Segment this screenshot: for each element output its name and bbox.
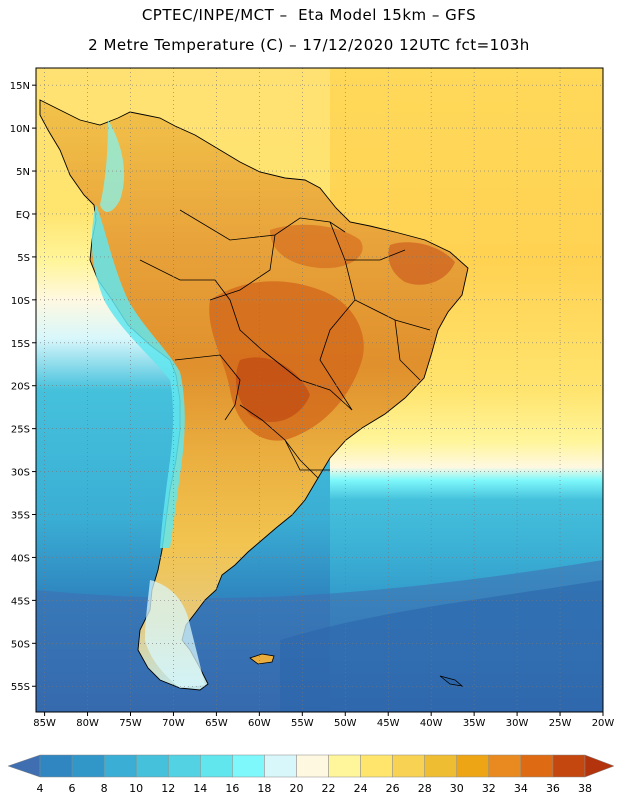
colorbar-swatch	[360, 754, 393, 778]
lon-label: 60W	[248, 718, 271, 729]
colorbar-swatch	[296, 754, 329, 778]
patagonia-cool	[145, 580, 205, 688]
lat-label: 15S	[11, 339, 30, 350]
colorbar-swatch	[488, 754, 522, 778]
colorbar-label: 14	[193, 782, 207, 795]
colorbar-label: 36	[546, 782, 560, 795]
south-georgia	[439, 675, 464, 687]
lon-label: 75W	[119, 718, 142, 729]
colorbar-label: 30	[450, 782, 464, 795]
colorbar-swatch	[520, 754, 554, 778]
colorbar-label: 6	[69, 782, 76, 795]
colorbar-swatch	[103, 754, 137, 778]
lon-label: 70W	[162, 718, 185, 729]
colorbar-swatch	[167, 754, 201, 778]
colorbar-low-arrow	[7, 754, 41, 778]
colorbar-label: 16	[225, 782, 239, 795]
longitude-labels: 85W 80W 75W 70W 65W 60W 55W 50W 45W 40W 35W 30W 25W 2…	[33, 718, 614, 729]
axis-ticks	[32, 84, 604, 716]
colorbar-swatch	[232, 754, 265, 778]
colorbar-swatch	[135, 754, 169, 778]
colorbar-swatch	[39, 754, 73, 778]
lon-label: 55W	[291, 718, 314, 729]
colorbar-label: 12	[161, 782, 175, 795]
colorbar-label: 28	[418, 782, 432, 795]
colorbar-swatch	[264, 754, 297, 778]
lat-label: 55S	[11, 682, 30, 693]
colorbar-label: 10	[129, 782, 143, 795]
map-field	[36, 68, 603, 712]
graticule	[36, 68, 604, 712]
colorbar-label: 34	[514, 782, 528, 795]
lon-label: 25W	[549, 718, 572, 729]
hot-core-central	[209, 281, 364, 441]
lat-label: 10S	[11, 296, 30, 307]
latitude-labels: 15N 10N 5N EQ 5S 10S 15S 20S 25S 30S 35S 40S 45S 50S 5…	[10, 81, 30, 693]
lon-label: 85W	[33, 718, 56, 729]
lon-label: 35W	[463, 718, 486, 729]
lat-label: 20S	[11, 382, 30, 393]
colorbar-label: 20	[289, 782, 303, 795]
colorbar-swatch	[200, 754, 233, 778]
lon-label: 50W	[334, 718, 357, 729]
andes-cold-band	[91, 205, 185, 548]
map-title-line-2: 2 Metre Temperature (C) – 17/12/2020 12U…	[88, 36, 530, 54]
lat-label: 15N	[10, 81, 30, 92]
lat-label: 35S	[11, 511, 30, 522]
lon-label: 65W	[205, 718, 228, 729]
lat-label: 5N	[16, 167, 30, 178]
map-title-line-1: CPTEC/INPE/MCT – Eta Model 15km – GFS	[141, 6, 477, 24]
colorbar-label: 22	[322, 782, 336, 795]
colorbar-label: 8	[101, 782, 108, 795]
lat-label: 45S	[11, 596, 30, 607]
lon-label: 20W	[592, 718, 615, 729]
lon-label: 40W	[420, 718, 443, 729]
colorbar-label: 32	[482, 782, 496, 795]
colorbar-swatch	[71, 754, 105, 778]
colorbar-swatch	[424, 754, 458, 778]
lat-label: 5S	[17, 253, 30, 264]
colorbar-swatch	[456, 754, 490, 778]
andes-north-cold	[100, 120, 125, 212]
hot-core-northeast	[388, 242, 455, 285]
colorbar-swatch	[328, 754, 361, 778]
colorbar-high-arrow	[584, 754, 615, 778]
lon-label: 80W	[76, 718, 99, 729]
cold-water-southeast	[280, 580, 603, 712]
colorbar-label: 18	[257, 782, 271, 795]
map-frame	[35, 67, 604, 713]
colorbar-label: 24	[354, 782, 368, 795]
lon-label: 30W	[506, 718, 529, 729]
lon-label: 45W	[377, 718, 400, 729]
colorbar-label: 38	[578, 782, 592, 795]
lat-label: 40S	[11, 553, 30, 564]
falkland-islands	[249, 653, 275, 665]
lat-label: 25S	[11, 425, 30, 436]
colorbar-label: 26	[386, 782, 400, 795]
country-borders	[139, 209, 431, 479]
hot-core-amazon	[270, 224, 363, 269]
lat-label: 30S	[11, 468, 30, 479]
lat-label: EQ	[16, 210, 30, 221]
colorbar-label: 4	[37, 782, 44, 795]
colorbar: 4 6 8 10 12 14 16 18 20 22 24 26 28 30 32 34 36 38	[7, 754, 615, 795]
lat-label: 10N	[10, 124, 30, 135]
colorbar-swatch	[552, 754, 586, 778]
lat-label: 50S	[11, 639, 30, 650]
colorbar-swatch	[392, 754, 425, 778]
